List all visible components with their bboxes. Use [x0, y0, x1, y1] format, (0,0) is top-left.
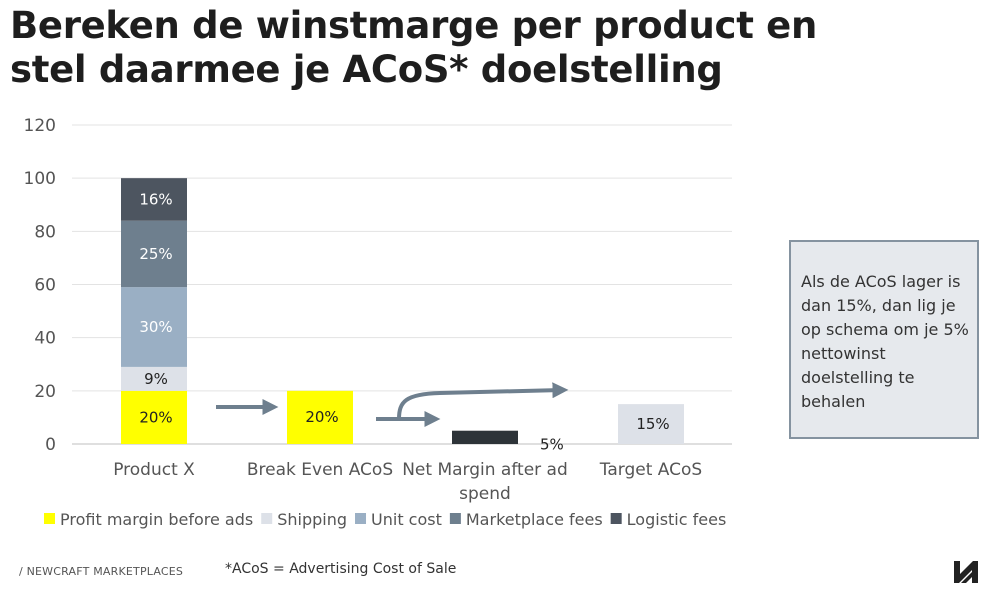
slide-title: Bereken de winstmarge per product en ste… — [10, 4, 970, 92]
bar-data-label: 5% — [540, 435, 564, 453]
y-tick-label: 20 — [34, 382, 56, 402]
x-category-label: Net Margin after ad — [402, 460, 568, 480]
bar-data-label: 25% — [139, 245, 172, 263]
x-category-label: Break Even ACoS — [247, 460, 393, 480]
x-category-label: Product X — [113, 460, 195, 480]
bar-segment — [287, 390, 353, 444]
bar-segment — [121, 178, 187, 221]
bar-data-label: 30% — [139, 318, 172, 336]
slide-title-line-1: Bereken de winstmarge per product en — [10, 4, 817, 47]
arrow-to-target — [397, 382, 569, 420]
bar-data-label: 20% — [305, 408, 338, 426]
x-category-label: Target ACoS — [599, 460, 702, 480]
y-tick-label: 0 — [45, 435, 56, 455]
legend-swatch — [610, 513, 622, 524]
footer-brand: / NEWCRAFT MARKETPLACES — [19, 565, 184, 578]
bar-segment — [121, 366, 187, 391]
legend-swatch — [261, 513, 273, 524]
y-tick-label: 100 — [24, 169, 56, 189]
bar-segment — [618, 404, 684, 444]
legend-label: Logistic fees — [627, 510, 727, 529]
y-tick-label: 80 — [34, 222, 56, 242]
legend-label: Unit cost — [371, 510, 442, 529]
bar-data-label: 9% — [144, 370, 168, 388]
legend-label: Shipping — [277, 510, 347, 529]
y-tick-label: 40 — [34, 329, 56, 349]
x-category-label: spend — [459, 484, 511, 504]
y-tick-label: 120 — [24, 116, 56, 136]
slide-title-line-2: stel daarmee je ACoS* doelstelling — [10, 48, 723, 91]
bar-data-label: 15% — [636, 415, 669, 433]
bar-segment — [121, 390, 187, 444]
note-text: Als de ACoS lager is dan 15%, dan lig je… — [801, 272, 969, 411]
bar-data-label: 16% — [139, 190, 172, 208]
y-tick-label: 60 — [34, 276, 56, 296]
stacked-bar-chart: 0 20 40 60 80 100 120 20% 9% 30% 25% 16% 20% 5% 15% Pro… — [24, 116, 732, 529]
legend-label: Profit margin before ads — [60, 510, 253, 529]
legend-swatch — [44, 513, 55, 524]
bar-segment — [121, 220, 187, 288]
newcraft-logo-icon — [954, 561, 978, 583]
bar-data-label: 20% — [139, 408, 172, 426]
legend-swatch — [355, 513, 367, 524]
bar-segment — [452, 430, 518, 444]
legend-label: Marketplace fees — [466, 510, 603, 529]
footnote: *ACoS = Advertising Cost of Sale — [225, 561, 457, 577]
note-box: Als de ACoS lager is dan 15%, dan lig je… — [789, 240, 979, 439]
legend-swatch — [449, 513, 461, 524]
bar-segment — [121, 287, 187, 367]
